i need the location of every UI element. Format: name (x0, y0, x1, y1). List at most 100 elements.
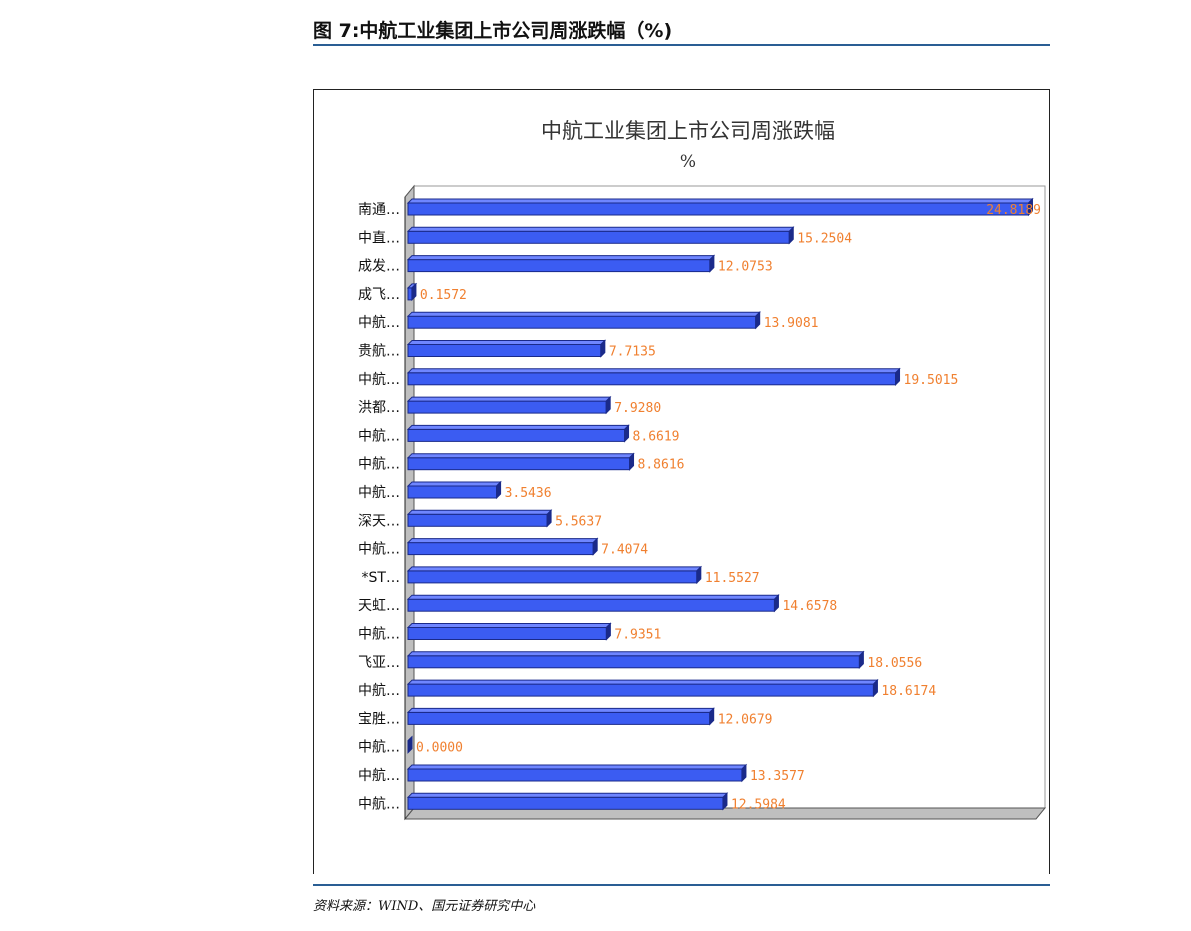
bar-side-face (546, 509, 552, 528)
bar-side-face (496, 480, 502, 500)
plot-bottom-wall (403, 807, 1047, 820)
bar-top-face (406, 566, 703, 572)
bars-group: 南通… 24.8189 中直… 15.2504 成发… 12.0753 成飞… 0.1572 中… (358, 197, 1041, 812)
bar-top-face (406, 311, 761, 317)
bar-top-face (406, 651, 865, 657)
bar-top-face (406, 509, 553, 515)
category-label: 贵航… (358, 344, 400, 360)
bar-top-face (406, 226, 795, 232)
category-label: 中航… (358, 315, 400, 331)
data-label: 13.3577 (750, 769, 805, 784)
bar-top-face (406, 453, 635, 459)
data-label: 7.4074 (601, 543, 648, 558)
bar-side-face (624, 424, 630, 443)
category-label: 中航… (358, 457, 400, 473)
chart-title: 中航工业集团上市公司周涨跌幅 (541, 119, 835, 143)
bar-top-face (406, 340, 607, 345)
category-label: 中航… (358, 796, 400, 812)
bar-chart: 中航工业集团上市公司周涨跌幅 % 南通… 24.8189 中直… 15.2504 成发…… (358, 119, 1047, 821)
data-label: 7.9280 (614, 401, 661, 416)
bar-side-face (629, 452, 635, 471)
source-rule (313, 884, 1050, 886)
bar (407, 711, 711, 725)
category-label: 中航… (358, 627, 400, 643)
bar-side-face (773, 593, 779, 613)
bar-top-face (406, 679, 879, 685)
caption-rule (313, 44, 1050, 46)
source-note: 资料来源：WIND、国元证券研究中心 (313, 899, 536, 914)
data-label: 15.2504 (797, 231, 852, 246)
bar-top-face (406, 368, 901, 374)
data-label: 11.5527 (705, 571, 760, 586)
bar-top-face (406, 594, 780, 600)
bar (407, 485, 498, 499)
bar-top-face (406, 481, 502, 487)
bar-side-face (600, 339, 606, 358)
bar-side-face (895, 367, 901, 387)
data-label: 19.5015 (904, 373, 959, 388)
bar (407, 598, 775, 612)
chart-subtitle: % (680, 152, 696, 172)
category-label: 成飞… (358, 287, 400, 303)
bar-side-face (411, 282, 417, 302)
data-label: 0.1572 (420, 288, 467, 303)
bar-side-face (709, 707, 715, 726)
bar (407, 768, 743, 782)
bar (407, 344, 602, 357)
bar (407, 400, 607, 414)
bar (407, 315, 757, 329)
bar-side-face (605, 622, 611, 641)
bar-top-face (406, 198, 1034, 204)
bar (407, 372, 897, 386)
bar (407, 230, 790, 244)
category-label: 宝胜… (358, 711, 400, 727)
data-label: 14.6578 (782, 599, 837, 614)
data-label: 3.5436 (505, 486, 552, 501)
bar (407, 202, 1029, 216)
bar-top-face (406, 255, 716, 261)
category-label: 深天… (358, 513, 400, 529)
category-label: 成发… (358, 259, 400, 275)
bar-side-face (872, 678, 878, 698)
bar-side-face (709, 254, 715, 273)
bar-top-face (406, 623, 612, 628)
bar-side-face (858, 650, 864, 670)
figure-caption: 图 7:中航工业集团上市公司周涨跌幅（%) (313, 20, 673, 42)
data-label: 8.6619 (633, 429, 680, 444)
category-label: 洪都… (358, 400, 400, 416)
bar (407, 627, 607, 640)
bar-side-face (722, 792, 728, 811)
data-label: 18.0556 (867, 656, 922, 671)
bar-top-face (406, 424, 630, 430)
data-label: 12.0679 (718, 712, 773, 727)
category-label: 中航… (358, 372, 400, 388)
data-label: 24.8189 (986, 203, 1041, 218)
data-label: 7.9351 (614, 628, 661, 643)
data-label: 8.8616 (638, 458, 685, 473)
bar-top-face (406, 396, 612, 402)
bar-side-face (407, 735, 413, 754)
data-label: 7.7135 (609, 345, 656, 360)
category-label: 中直… (358, 229, 400, 246)
data-label: 12.5984 (731, 797, 786, 812)
bar-side-face (1027, 197, 1033, 217)
bar (407, 457, 631, 471)
bar (407, 796, 724, 810)
bar-top-face (406, 764, 748, 770)
bar (407, 287, 413, 301)
bar (407, 428, 626, 442)
bar-side-face (741, 763, 747, 783)
bar (407, 570, 698, 584)
bar-top-face (406, 792, 729, 798)
bar (407, 542, 594, 556)
category-label: 南通… (358, 202, 400, 218)
data-label: 18.6174 (881, 684, 936, 699)
chart-frame: 中航工业集团上市公司周涨跌幅 % 南通… 24.8189 中直… 15.2504 成发…… (313, 89, 1050, 874)
bar-side-face (788, 226, 794, 245)
data-label: 0.0000 (416, 741, 463, 756)
category-label: 天虹… (358, 598, 400, 614)
category-label: 中航… (358, 428, 400, 444)
category-label: 中航… (358, 768, 400, 784)
bar-side-face (605, 395, 611, 415)
bar-side-face (755, 310, 761, 330)
